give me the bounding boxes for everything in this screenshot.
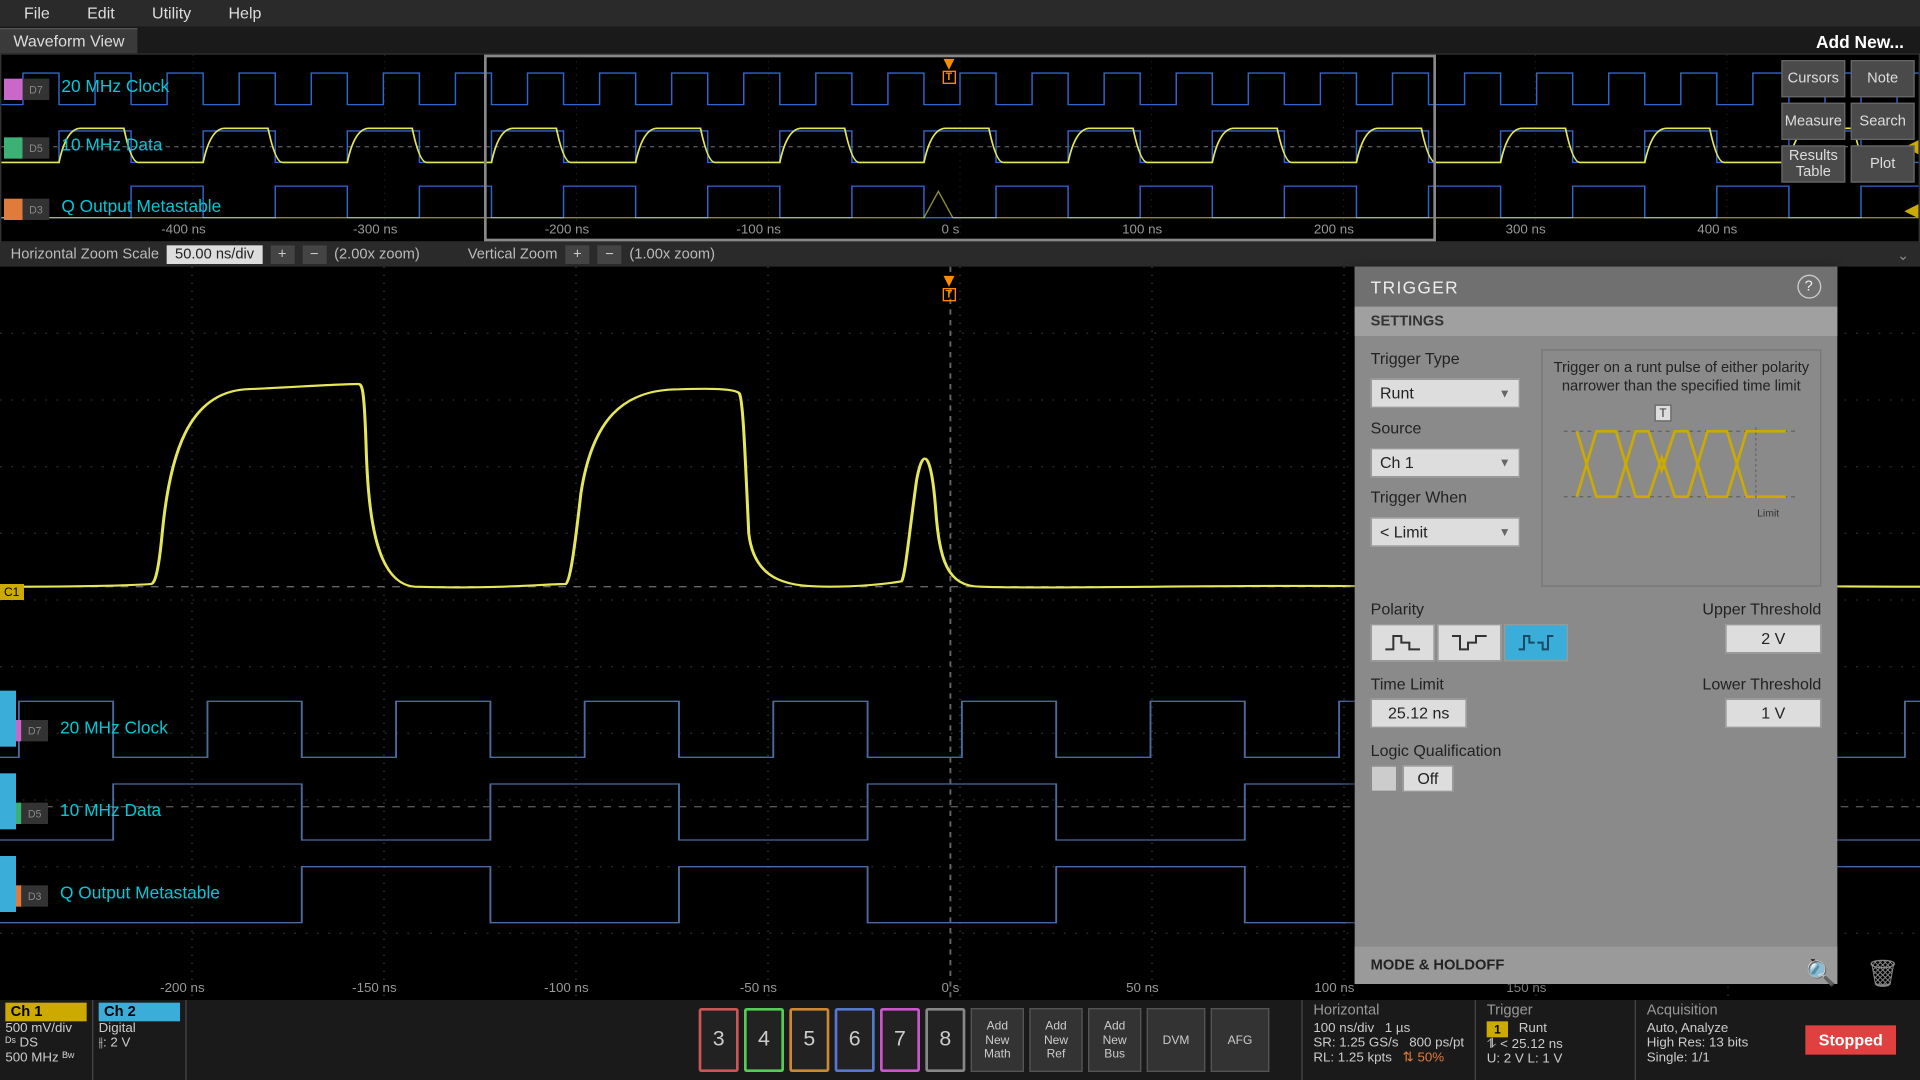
trigger-panel: TRIGGER ? SETTINGS Trigger Type Runt▼ So… (1355, 267, 1838, 984)
logic-value: Off (1403, 765, 1453, 792)
trigger-type-select[interactable]: Runt▼ (1371, 379, 1520, 408)
menu-bar: File Edit Utility Help (0, 0, 1920, 27)
channel-label: 10 MHz Data (61, 135, 162, 155)
hz-minus-button[interactable]: − (302, 245, 326, 264)
channel-3-button[interactable]: 3 (699, 1008, 739, 1072)
acquisition-status[interactable]: Acquisition Auto, Analyze High Res: 13 b… (1635, 1000, 1795, 1080)
search-button[interactable]: Search (1851, 103, 1915, 140)
ch2-info-box[interactable]: Ch 2 Digital ⫲: 2 V (93, 1000, 186, 1080)
source-label: Source (1371, 419, 1528, 438)
waveform-view-tab[interactable]: Waveform View (0, 27, 138, 52)
plot-button[interactable]: Plot (1851, 145, 1915, 182)
digital-group-badge (0, 691, 16, 747)
trigger-marker-icon: ▼T (940, 52, 958, 84)
add-new-label: Add New... (1781, 29, 1914, 54)
help-icon[interactable]: ? (1797, 275, 1821, 299)
logic-qualification-label: Logic Qualification (1371, 741, 1822, 760)
add-ref-button[interactable]: AddNewRef (1029, 1008, 1082, 1072)
afg-button[interactable]: AFG (1211, 1008, 1270, 1072)
trigger-type-label: Trigger Type (1371, 349, 1528, 368)
channel-5-button[interactable]: 5 (789, 1008, 829, 1072)
cursors-button[interactable]: Cursors (1781, 60, 1845, 97)
measure-button[interactable]: Measure (1781, 103, 1845, 140)
polarity-either-button[interactable] (1504, 624, 1568, 661)
menu-utility[interactable]: Utility (133, 1, 209, 25)
channel-4-button[interactable]: 4 (744, 1008, 784, 1072)
channel-label: 10 MHz Data (60, 800, 161, 820)
trigger-marker-icon: ▼T (940, 269, 958, 301)
ch1-ground-badge: C1 (0, 584, 23, 600)
mode-holdoff-section[interactable]: MODE & HOLDOFF❯ (1355, 947, 1838, 984)
horizontal-status[interactable]: Horizontal 100 ns/div1 µs SR: 1.25 GS/s8… (1301, 1000, 1474, 1080)
source-select[interactable]: Ch 1▼ (1371, 448, 1520, 477)
polarity-negative-button[interactable] (1437, 624, 1501, 661)
trigger-status[interactable]: Trigger 1Runt ⥮ < 25.12 ns U: 2 V L: 1 V (1475, 1000, 1635, 1080)
quick-add-panel: Add New... Cursors Note Measure Search R… (1781, 29, 1914, 182)
channel-7-button[interactable]: 7 (880, 1008, 920, 1072)
trigger-when-select[interactable]: < Limit▼ (1371, 517, 1520, 546)
trigger-description: Trigger on a runt pulse of either polari… (1551, 359, 1812, 397)
menu-file[interactable]: File (5, 1, 68, 25)
threshold-marker-icon: ◀ (1904, 199, 1918, 222)
waveform-tab-bar: Waveform View (0, 27, 1920, 54)
ch1-info-box[interactable]: Ch 1 500 mV/div ᴰˢ DS 500 MHz ᴮʷ (0, 1000, 93, 1080)
add-bus-button[interactable]: AddNewBus (1088, 1008, 1141, 1072)
channel-label: Q Output Metastable (61, 196, 221, 216)
vz-plus-button[interactable]: + (565, 245, 589, 264)
dvm-button[interactable]: DVM (1147, 1008, 1206, 1072)
trigger-panel-header: TRIGGER ? (1355, 267, 1838, 307)
search-icon[interactable]: 🔍 (1805, 957, 1837, 989)
channel-8-button[interactable]: 8 (925, 1008, 965, 1072)
upper-threshold-label: Upper Threshold (1702, 600, 1821, 619)
note-button[interactable]: Note (1851, 60, 1915, 97)
overview-zoom-box[interactable] (484, 55, 1435, 242)
channel-label: 20 MHz Clock (60, 717, 168, 737)
channel-label: 20 MHz Clock (61, 76, 169, 96)
polarity-label: Polarity (1371, 600, 1568, 619)
bottom-status-bar: Ch 1 500 mV/div ᴰˢ DS 500 MHz ᴮʷ Ch 2 Di… (0, 1000, 1920, 1080)
hz-scale-label: Horizontal Zoom Scale (11, 247, 159, 263)
menu-edit[interactable]: Edit (68, 1, 133, 25)
svg-text:T: T (1659, 406, 1666, 419)
trash-icon[interactable]: 🗑 (1867, 955, 1899, 992)
digital-group-badge (0, 773, 16, 829)
settings-section-header: SETTINGS (1355, 307, 1838, 336)
hz-plus-button[interactable]: + (270, 245, 294, 264)
trigger-title: TRIGGER (1371, 277, 1459, 297)
trigger-diagram: Trigger on a runt pulse of either polari… (1541, 349, 1821, 586)
vz-minus-button[interactable]: − (597, 245, 621, 264)
digital-group-badge (0, 856, 16, 912)
lower-threshold-label: Lower Threshold (1702, 675, 1821, 694)
horizontal-zoom-bar: Horizontal Zoom Scale 50.00 ns/div + − (… (0, 243, 1920, 267)
vz-zoom-factor: (1.00x zoom) (629, 247, 715, 263)
add-math-button[interactable]: AddNewMath (971, 1008, 1024, 1072)
hz-zoom-factor: (2.00x zoom) (334, 247, 420, 263)
trigger-when-label: Trigger When (1371, 488, 1528, 507)
svg-text:Limit: Limit (1757, 508, 1779, 519)
time-limit-label: Time Limit (1371, 675, 1467, 694)
time-limit-value[interactable]: 25.12 ns (1371, 699, 1467, 728)
channel-label: Q Output Metastable (60, 883, 220, 903)
vz-label: Vertical Zoom (468, 247, 558, 263)
run-stop-button[interactable]: Stopped (1805, 1025, 1896, 1054)
hz-scale-value[interactable]: 50.00 ns/div (167, 245, 262, 264)
logic-toggle[interactable] (1371, 765, 1398, 792)
upper-threshold-value[interactable]: 2 V (1725, 624, 1821, 653)
overview-strip[interactable]: ▼T D720 MHz ClockD510 MHz DataD3Q Output… (0, 53, 1920, 242)
polarity-positive-button[interactable] (1371, 624, 1435, 661)
menu-help[interactable]: Help (210, 1, 280, 25)
collapse-icon[interactable]: ⌄ (1897, 246, 1909, 263)
lower-threshold-value[interactable]: 1 V (1725, 699, 1821, 728)
channel-6-button[interactable]: 6 (835, 1008, 875, 1072)
results-table-button[interactable]: Results Table (1781, 145, 1845, 182)
